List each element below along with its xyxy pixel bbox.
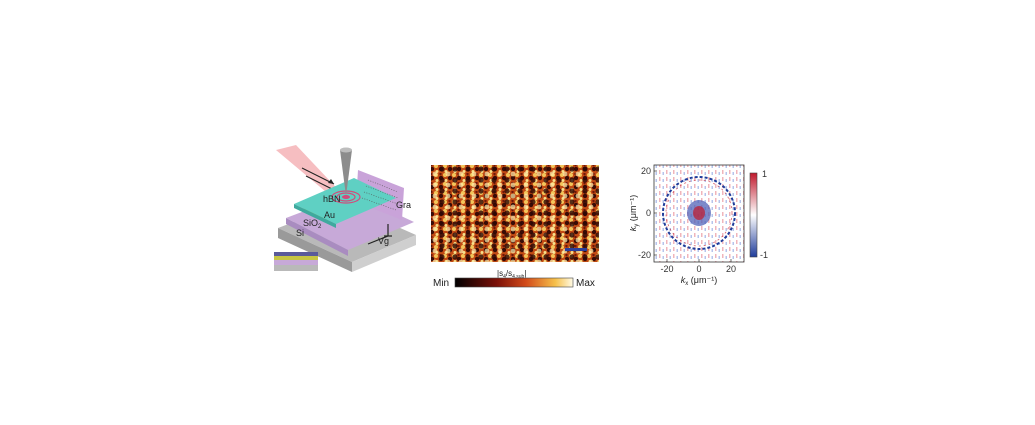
device-schematic: hBN Gra Au SiO2 Si Vg: [274, 145, 416, 272]
label-au: Au: [324, 210, 335, 220]
cross-section-inset: [274, 252, 318, 271]
label-si: Si: [296, 228, 304, 238]
label-hbn: hBN: [323, 194, 341, 204]
sio2-side: [286, 218, 348, 256]
colorbar-max-label: Max: [576, 278, 595, 289]
colorbar-tick-neg1: -1: [760, 250, 768, 260]
afm-tip: [340, 150, 352, 196]
incident-arrowhead: [328, 179, 334, 184]
plasmon-ring: [662, 176, 736, 250]
label-vg: Vg: [378, 236, 389, 246]
x-tick-0: 0: [696, 264, 701, 274]
x-tick-20: 20: [726, 264, 736, 274]
y-axis-label: ky (μm⁻¹): [630, 195, 640, 231]
label-sio2: SiO2: [303, 218, 322, 230]
colorbar-tick-1: 1: [762, 169, 767, 179]
y-tick-0: 0: [646, 208, 651, 218]
near-field-panel: |s4/s4,sub| Min Max: [425, 155, 605, 300]
plasmon-ring-inner: [665, 179, 733, 247]
incident-arrow: [301, 167, 335, 185]
x-tick-neg20: -20: [660, 264, 673, 274]
si-front: [352, 235, 416, 272]
x-axis-label: kx (μm⁻¹): [681, 275, 717, 287]
near-field-image-overlay: [431, 165, 599, 262]
near-field-figure: |s4/s4,sub| Min Max: [431, 165, 599, 289]
axis-ticks: [654, 170, 732, 262]
si-side: [278, 228, 352, 272]
gra-lattice: [361, 179, 399, 211]
hot-colorbar: [454, 277, 574, 288]
rdbu-colorbar: [749, 172, 758, 258]
hbn-side: [294, 204, 336, 228]
scale-bar: [565, 248, 587, 251]
label-gra: Gra: [396, 200, 411, 210]
y-tick-20: 20: [641, 166, 651, 176]
fourier-figure: -20 0 20 20 0 -20 kx (μm⁻¹) ky (μm⁻¹) 1 …: [628, 164, 768, 287]
colorbar-label: |s4/s4,sub|: [497, 269, 526, 280]
y-tick-neg20: -20: [638, 250, 651, 260]
device-schematic-panel: hBN Gra Au SiO2 Si Vg: [268, 140, 428, 290]
fourier-panel: -20 0 20 20 0 -20 kx (μm⁻¹) ky (μm⁻¹) 1 …: [628, 155, 800, 290]
colorbar-min-label: Min: [433, 278, 449, 289]
afm-tip-top: [340, 147, 352, 153]
central-feature-core: [693, 206, 705, 220]
